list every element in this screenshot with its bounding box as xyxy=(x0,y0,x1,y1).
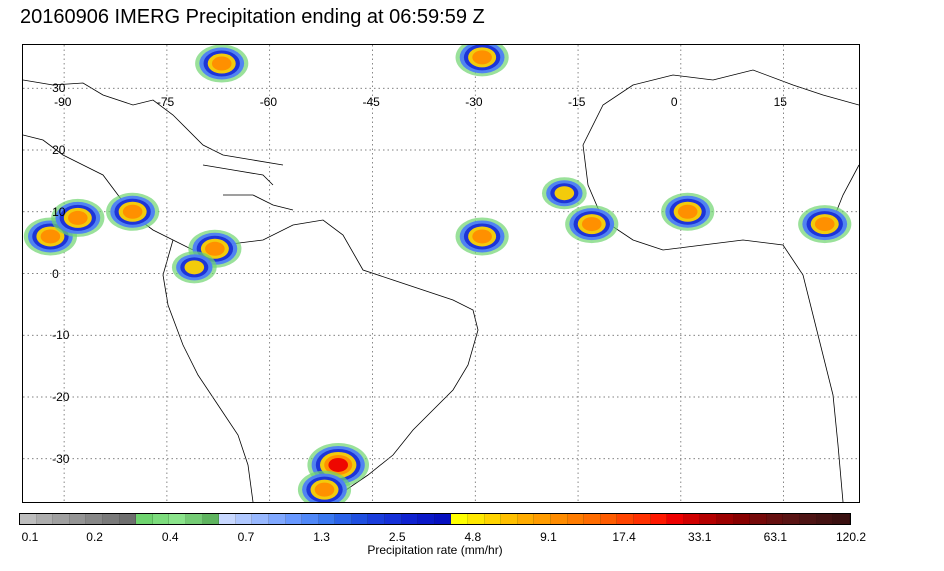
colorbar-label: 17.4 xyxy=(612,530,636,544)
lon-label: -15 xyxy=(568,95,586,110)
map-title: 20160906 IMERG Precipitation ending at 0… xyxy=(20,6,485,28)
colorbar-swatch xyxy=(584,514,601,524)
precip-cell xyxy=(565,205,619,244)
lat-label: 0 xyxy=(52,266,59,281)
lat-label: -10 xyxy=(52,328,70,343)
colorbar-swatch xyxy=(318,514,336,524)
precip-cell xyxy=(541,177,587,210)
colorbar-swatch xyxy=(119,514,137,524)
lon-label: 15 xyxy=(773,95,787,110)
colorbar-swatch xyxy=(833,514,850,524)
colorbar-label: 63.1 xyxy=(763,530,788,544)
colorbar-swatch xyxy=(102,514,120,524)
colorbar-swatch xyxy=(252,514,269,524)
graticule xyxy=(23,45,859,502)
colorbar-label: 0.4 xyxy=(161,530,179,544)
colorbar-swatch xyxy=(185,514,203,524)
precip-cell xyxy=(455,217,509,256)
coastlines xyxy=(23,69,859,502)
colorbar-label: 9.1 xyxy=(540,530,557,544)
map-canvas xyxy=(23,45,859,502)
colorbar-swatch xyxy=(351,514,369,524)
lat-label: -30 xyxy=(52,451,70,466)
colorbar-swatch xyxy=(766,514,784,524)
colorbar-label: 0.1 xyxy=(21,530,39,544)
precip-cell xyxy=(171,251,217,284)
colorbar-swatch xyxy=(86,514,103,524)
colorbar-swatch xyxy=(401,514,419,524)
lat-label: 30 xyxy=(52,81,66,96)
colorbar-swatch xyxy=(650,514,668,524)
colorbar-swatch xyxy=(268,514,286,524)
colorbar-swatch xyxy=(169,514,186,524)
precip-cell xyxy=(798,205,852,244)
lon-label: 0 xyxy=(670,95,678,110)
colorbar-label: 120.2 xyxy=(835,530,867,544)
colorbar-label: 0.7 xyxy=(237,530,255,544)
colorbar-swatch xyxy=(434,514,452,524)
colorbar-swatch xyxy=(136,514,153,524)
colorbar-swatch xyxy=(783,514,800,524)
colorbar-swatch xyxy=(700,514,717,524)
precip-cell xyxy=(195,45,249,83)
colorbar-swatch xyxy=(517,514,535,524)
colorbar-label: 4.8 xyxy=(464,530,482,544)
colorbar-swatch xyxy=(219,514,236,524)
colorbar-swatch xyxy=(600,514,618,524)
colorbar-swatch xyxy=(667,514,684,524)
colorbar-swatch xyxy=(418,514,435,524)
colorbar-swatch xyxy=(816,514,834,524)
colorbar-swatch xyxy=(799,514,817,524)
colorbar-title: Precipitation rate (mm/hr) xyxy=(367,543,503,557)
colorbar-swatch xyxy=(617,514,634,524)
colorbar-swatch xyxy=(69,514,87,524)
colorbar-label: 1.3 xyxy=(313,530,330,544)
lat-label: 10 xyxy=(52,204,66,219)
lon-label: -75 xyxy=(156,95,175,110)
colorbar-label: 33.1 xyxy=(688,530,712,544)
precip-cell xyxy=(297,470,352,502)
lon-label: -60 xyxy=(259,95,278,110)
precip-cell xyxy=(51,198,105,237)
precip-cell xyxy=(106,192,160,231)
lat-label: -20 xyxy=(52,390,70,404)
colorbar-swatch xyxy=(733,514,751,524)
colorbar-swatch xyxy=(567,514,585,524)
colorbar-swatch xyxy=(534,514,551,524)
colorbar-swatch xyxy=(335,514,352,524)
colorbar-swatch xyxy=(683,514,701,524)
colorbar-label: 2.5 xyxy=(388,530,406,544)
precipitation-map: -90 -75 -60 -45 -30 -15 0 15 30 20 10 0 -10 -20 -30 xyxy=(22,44,860,503)
colorbar-swatch xyxy=(20,514,37,524)
colorbar-swatch xyxy=(551,514,568,524)
colorbar-swatch xyxy=(501,514,518,524)
colorbar-swatch xyxy=(285,514,303,524)
lon-label: -45 xyxy=(362,95,380,110)
colorbar-swatch xyxy=(235,514,253,524)
precip-cell xyxy=(455,45,509,77)
colorbar-swatch xyxy=(468,514,485,524)
colorbar-swatch xyxy=(202,514,220,524)
colorbar-swatch xyxy=(152,514,170,524)
colorbar-swatch xyxy=(368,514,386,524)
precip-cell xyxy=(661,192,715,231)
colorbar-label: 0.2 xyxy=(86,530,103,544)
colorbar-swatch xyxy=(484,514,502,524)
colorbar-swatch xyxy=(53,514,70,524)
lon-label: -90 xyxy=(54,95,72,110)
lon-label: -30 xyxy=(465,95,483,110)
colorbar-swatch xyxy=(716,514,734,524)
colorbar-swatch xyxy=(385,514,402,524)
precipitation-overlay xyxy=(23,45,852,502)
colorbar-swatch xyxy=(750,514,767,524)
colorbar-swatch xyxy=(451,514,469,524)
colorbar-swatch xyxy=(633,514,651,524)
lat-label: 20 xyxy=(52,142,66,157)
colorbar xyxy=(19,513,851,525)
colorbar-swatch xyxy=(36,514,54,524)
colorbar-swatch xyxy=(302,514,319,524)
